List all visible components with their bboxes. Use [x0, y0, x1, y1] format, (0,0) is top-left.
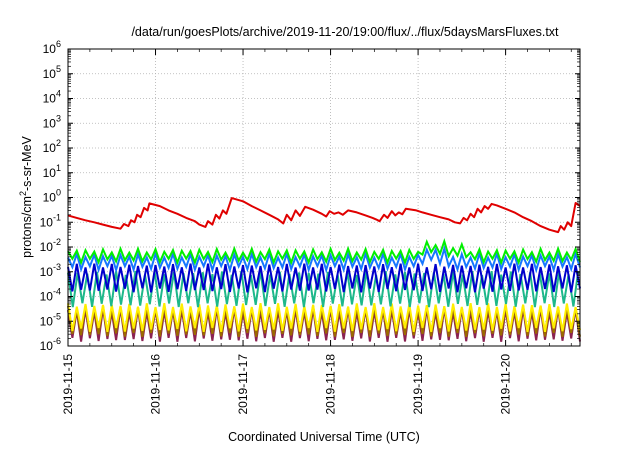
series-line — [67, 263, 581, 293]
x-tick-label: 2019-11-20 — [499, 354, 513, 415]
y-tick-label: 10-5 — [40, 311, 61, 328]
series-line — [67, 303, 581, 333]
y-tick-base: 10 — [43, 67, 57, 81]
y-tick-base: 10 — [40, 215, 54, 229]
y-tick-base: 10 — [43, 191, 57, 205]
y-tick-label: 104 — [43, 89, 61, 106]
y-tick-power: -4 — [53, 287, 61, 297]
y-tick-power: -5 — [53, 311, 61, 321]
x-axis-label: Coordinated Universal Time (UTC) — [228, 430, 420, 444]
x-tick-label: 2019-11-15 — [61, 354, 75, 415]
y-axis-label-sup: 2 — [18, 191, 28, 196]
y-tick-base: 10 — [43, 166, 57, 180]
y-tick-power: 2 — [56, 138, 61, 148]
y-tick-power: 4 — [56, 89, 61, 99]
y-tick-label: 10-4 — [40, 287, 61, 304]
y-tick-label: 100 — [43, 188, 61, 205]
y-tick-base: 10 — [43, 42, 57, 56]
y-tick-base: 10 — [43, 116, 57, 130]
y-tick-labels: 10-610-510-410-310-210-11001011021031041… — [40, 39, 61, 353]
x-tick-labels: 2019-11-15 2019-11-16 2019-11-17 2019-11-18… — [61, 354, 513, 415]
y-tick-power: -6 — [53, 336, 61, 346]
y-axis-label-part1: protons/cm — [20, 196, 34, 258]
series-line — [67, 238, 581, 266]
y-tick-power: 3 — [56, 113, 61, 123]
y-tick-base: 10 — [40, 339, 54, 353]
y-tick-label: 105 — [43, 64, 61, 81]
y-tick-label: 102 — [43, 138, 61, 155]
y-tick-label: 10-2 — [40, 237, 61, 254]
y-tick-base: 10 — [40, 290, 54, 304]
axis-ticks — [67, 48, 580, 347]
x-tick-label: 2019-11-19 — [411, 354, 425, 415]
x-tick-label: 2019-11-16 — [149, 354, 163, 415]
series-lines — [67, 197, 581, 342]
y-tick-power: -1 — [53, 212, 61, 222]
x-tick-label: 2019-11-18 — [324, 354, 338, 415]
y-tick-power: -3 — [53, 262, 61, 272]
y-tick-power: 6 — [56, 39, 61, 49]
series-line — [67, 244, 581, 274]
y-tick-label: 103 — [43, 113, 61, 130]
y-tick-base: 10 — [43, 141, 57, 155]
x-tick-label: 2019-11-17 — [236, 354, 250, 415]
y-tick-base: 10 — [40, 265, 54, 279]
y-tick-base: 10 — [40, 314, 54, 328]
y-axis-label-part2: -s-sr-MeV — [20, 135, 34, 191]
series-line — [67, 197, 581, 234]
y-tick-power: 5 — [56, 64, 61, 74]
y-tick-label: 101 — [43, 163, 61, 180]
y-tick-label: 106 — [43, 39, 61, 56]
y-tick-label: 10-1 — [40, 212, 61, 229]
y-tick-power: -2 — [53, 237, 61, 247]
chart-title: /data/run/goesPlots/archive/2019-11-20/1… — [131, 25, 559, 39]
y-tick-base: 10 — [43, 92, 57, 106]
y-tick-power: 1 — [56, 163, 61, 173]
y-tick-label: 10-6 — [40, 336, 61, 353]
y-tick-power: 0 — [56, 188, 61, 198]
y-tick-label: 10-3 — [40, 262, 61, 279]
y-tick-base: 10 — [40, 240, 54, 254]
y-axis-label: protons/cm2-s-sr-MeV — [18, 135, 34, 257]
